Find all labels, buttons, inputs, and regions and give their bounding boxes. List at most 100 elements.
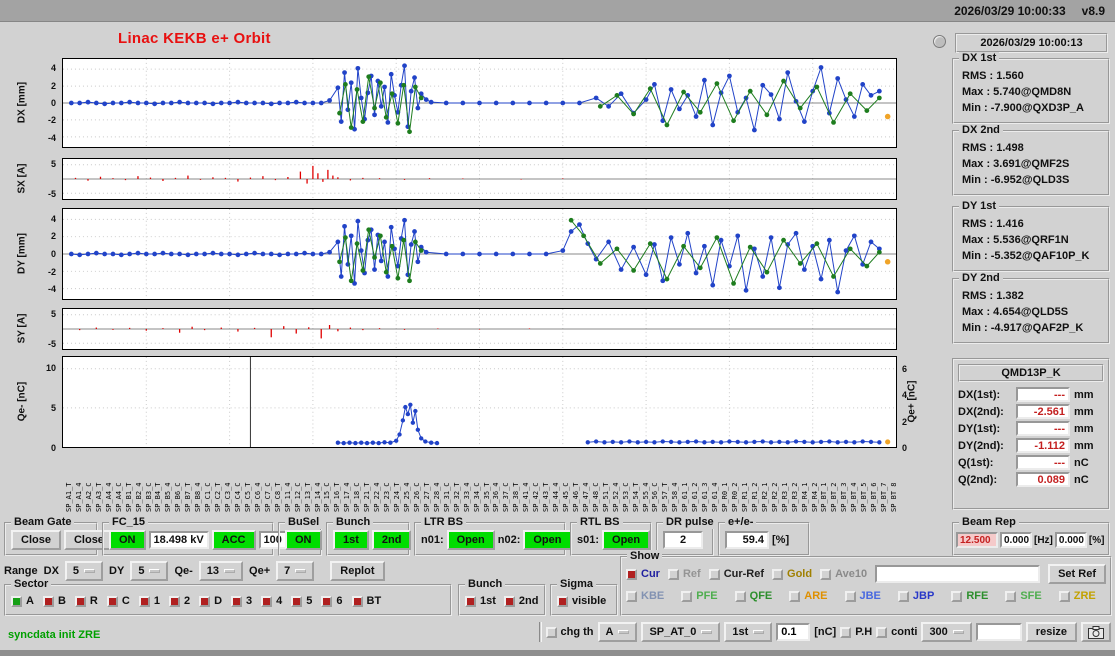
sector-B-checkbox[interactable]: B [42,595,66,607]
show-cur-ref-checkbox[interactable]: Cur-Ref [708,568,764,580]
sector-1-checkbox[interactable]: 1 [138,595,160,607]
interval-select[interactable]: 300 [921,622,972,642]
range-qe-minus-select[interactable]: 13 [198,561,244,581]
sector-select[interactable]: A [597,622,638,642]
checkbox-box[interactable] [231,595,243,607]
checkbox-box[interactable] [291,595,303,607]
stats-group-dy-1st: DY 1st RMS : 1.416 Max : 5.536@QRF1N Min… [952,200,1110,272]
ref-name-input[interactable] [875,565,1041,583]
bunch-2nd-button[interactable]: 2nd [371,530,412,550]
checkbox-box[interactable] [772,568,784,580]
sector-5-checkbox[interactable]: 5 [291,595,312,607]
checkbox-box[interactable] [106,595,118,607]
checkbox-box[interactable] [557,595,568,607]
show-jbp-checkbox[interactable]: JBP [897,590,934,602]
min-value: Min : -7.900@QXD3P_A [962,102,1084,114]
checkbox-box[interactable] [1005,590,1017,602]
bunch-order-select[interactable]: 1st [724,622,773,642]
ph-checkbox[interactable]: P.H [840,626,872,638]
show-kbe-checkbox[interactable]: KBE [626,590,664,602]
max-value: Max : 5.536@QRF1N [962,234,1069,246]
checkbox-box[interactable] [876,626,888,638]
checkbox-box[interactable] [261,595,273,607]
checkbox-box[interactable] [545,626,557,638]
chg-th-checkbox[interactable]: chg th [545,626,594,638]
threshold-input[interactable] [776,623,811,641]
sector-2-checkbox[interactable]: 2 [168,595,190,607]
checkbox-box[interactable] [951,590,963,602]
checkbox-box[interactable] [321,595,333,607]
checkbox-box[interactable] [1058,590,1070,602]
fc15-on-button[interactable]: ON [109,530,146,550]
beam-gate-close-button-1[interactable]: Close [11,530,61,550]
range-dx-select[interactable]: 5 [64,561,104,581]
ltr-n01-open-button[interactable]: Open [446,530,495,550]
show-gold-checkbox[interactable]: Gold [772,568,812,580]
show-rfe-checkbox[interactable]: RFE [951,590,988,602]
show-are-checkbox[interactable]: ARE [789,590,828,602]
show-pfe-checkbox[interactable]: PFE [681,590,718,602]
selected-value: 1st [732,626,749,638]
show-cur-checkbox[interactable]: Cur [626,568,660,580]
show-jbe-checkbox[interactable]: JBE [844,590,881,602]
range-dy-select[interactable]: 5 [130,561,169,581]
checkbox-box[interactable] [503,595,515,607]
resize-button[interactable]: resize [1025,622,1077,642]
sector-D-checkbox[interactable]: D [199,595,222,607]
checkbox-box[interactable] [789,590,801,602]
dx-orbit-plot[interactable] [62,58,897,148]
checkbox-box[interactable] [667,568,679,580]
show-ref-checkbox[interactable]: Ref [667,568,701,580]
checkbox-box[interactable] [681,590,693,602]
checkbox-box[interactable] [820,568,832,580]
sector-4-checkbox[interactable]: 4 [261,595,282,607]
checkbox-box[interactable] [626,590,637,602]
checkbox-box[interactable] [840,626,852,638]
checkbox-box[interactable] [168,595,180,607]
sector-BT-checkbox[interactable]: BT [351,595,381,607]
dy-orbit-plot[interactable] [62,208,897,300]
fc15-acc-button[interactable]: ACC [211,530,256,550]
checkbox-box[interactable] [74,595,86,607]
group-label: Sigma [557,578,597,591]
range-qe-plus-select[interactable]: 7 [276,561,315,581]
busel-on-button[interactable]: ON [285,530,322,550]
set-ref-button[interactable]: Set Ref [1048,564,1106,584]
sector-A-checkbox[interactable]: A [11,595,34,607]
checkbox-box[interactable] [897,590,909,602]
checkbox-box[interactable] [708,568,720,580]
checkbox-box[interactable] [11,595,22,607]
bpm-select[interactable]: SP_AT_0 [641,622,721,642]
show-ave10-checkbox[interactable]: Ave10 [820,568,867,580]
extra-input[interactable] [975,623,1022,641]
sector-6-checkbox[interactable]: 6 [321,595,343,607]
checkbox-box[interactable] [734,590,746,602]
sector-3-checkbox[interactable]: 3 [231,595,252,607]
replot-button[interactable]: Replot [330,561,385,581]
bunch-1st-button[interactable]: 1st [333,530,369,550]
checkbox-box[interactable] [626,568,637,580]
sector-C-checkbox[interactable]: C [106,595,130,607]
checkbox-box[interactable] [351,595,363,607]
sector-R-checkbox[interactable]: R [74,595,98,607]
checkbox-box[interactable] [465,595,476,607]
checkbox-box[interactable] [199,595,211,607]
bunch-2nd-checkbox[interactable]: 2nd [503,595,538,607]
sigma-visible-checkbox[interactable]: visible [557,595,606,607]
rtl-bs-group: RTL BS s01: Open [570,516,652,556]
checkbox-box[interactable] [844,590,856,602]
sx-steering-plot[interactable] [62,158,897,200]
checkbox-box[interactable] [138,595,150,607]
show-qfe-checkbox[interactable]: QFE [734,590,772,602]
ltr-n02-open-button[interactable]: Open [523,530,572,550]
checkbox-box[interactable] [42,595,54,607]
bunch-1st-checkbox[interactable]: 1st [465,595,496,607]
screenshot-button[interactable] [1081,622,1111,642]
conti-checkbox[interactable]: conti [876,626,917,638]
charge-plot[interactable] [62,356,897,448]
show-zre-checkbox[interactable]: ZRE [1058,590,1096,602]
rtl-s01-open-button[interactable]: Open [602,530,651,550]
show-sfe-checkbox[interactable]: SFE [1005,590,1042,602]
sy-steering-plot[interactable] [62,308,897,350]
ltr-n02-label: n02: [497,534,521,546]
